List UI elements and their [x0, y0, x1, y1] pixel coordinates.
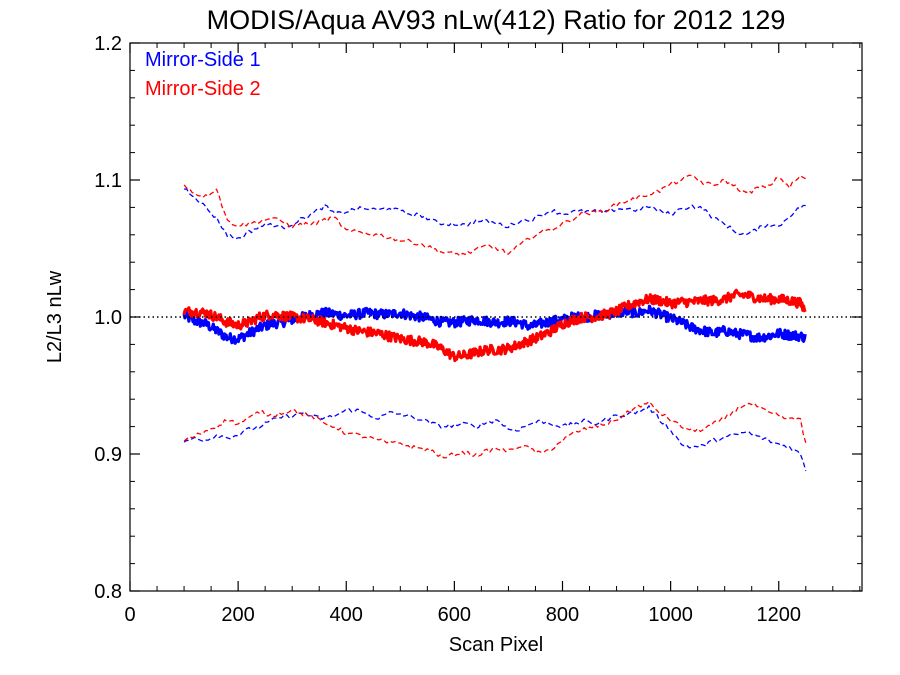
legend-entry-mirror-side-1: Mirror-Side 1	[145, 49, 261, 71]
y-tick-label: 1.1	[94, 170, 122, 192]
series-line-mirror-side-2-upper	[183, 174, 807, 257]
x-tick-label: 400	[330, 604, 363, 626]
x-tick-label: 0	[124, 604, 135, 626]
legend: Mirror-Side 1 Mirror-Side 2	[145, 49, 261, 100]
x-tick-label: 1000	[648, 604, 693, 626]
x-axis: 0 200 400 600 800 1000 1200	[124, 43, 861, 626]
series-line-mirror-side-1-lower	[183, 405, 807, 472]
y-tick-label: 0.9	[94, 444, 122, 466]
series-line-mirror-side-1-upper	[184, 188, 806, 240]
y-axis-label: L2/L3 nLw	[44, 270, 66, 363]
y-tick-label: 1.2	[94, 33, 122, 55]
chart-title: MODIS/Aqua AV93 nLw(412) Ratio for 2012 …	[207, 5, 786, 35]
series-line-mirror-side-2-ratio	[182, 288, 807, 363]
x-axis-label: Scan Pixel	[449, 634, 544, 656]
y-tick-label: 1.0	[94, 307, 122, 329]
x-tick-label: 600	[438, 604, 471, 626]
x-tick-label: 1200	[756, 604, 801, 626]
legend-entry-mirror-side-2: Mirror-Side 2	[145, 78, 261, 100]
y-tick-label: 0.8	[94, 581, 122, 603]
series-line-mirror-side-2-lower	[183, 401, 807, 459]
x-tick-label: 200	[221, 604, 254, 626]
y-axis: 0.8 0.9 1.0 1.1 1.2	[94, 33, 862, 603]
x-tick-label: 800	[546, 604, 579, 626]
series-group	[182, 174, 807, 472]
